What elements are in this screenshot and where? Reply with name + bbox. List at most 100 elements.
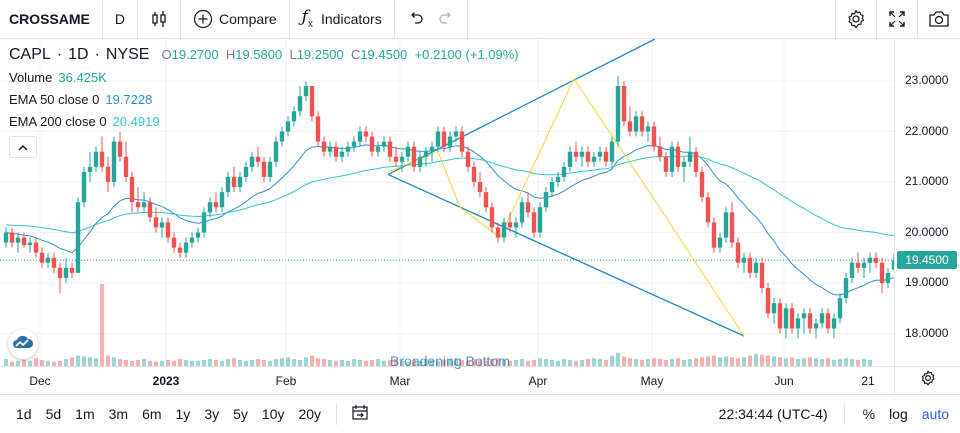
volume-bar	[502, 359, 506, 366]
volume-bar	[778, 357, 782, 366]
candle-body	[177, 247, 183, 253]
volume-bar	[364, 360, 368, 366]
volume-bar	[232, 358, 236, 366]
legend-collapse-button[interactable]	[9, 136, 37, 158]
volume-bar	[394, 359, 398, 366]
legend-volume-row[interactable]: Volume 36.425K	[9, 70, 519, 85]
volume-bar	[160, 360, 164, 366]
candle-body	[183, 242, 189, 253]
calendar-range-icon	[351, 404, 369, 425]
range-button-10y[interactable]: 10y	[261, 406, 285, 422]
camera-icon	[928, 9, 950, 29]
time-axis[interactable]: Dec 2023 Feb Mar Apr May Jun 21	[0, 366, 960, 394]
candle-body	[357, 131, 363, 142]
volume-bar	[76, 355, 80, 366]
legend-ema50-row[interactable]: EMA 50 close 0 19.7228	[9, 92, 519, 107]
candle-body	[63, 267, 69, 278]
volume-bar	[280, 358, 284, 366]
price-axis[interactable]: 23.0000 22.0000 21.0000 20.0000 19.0000 18.00…	[894, 39, 960, 366]
chart-pane[interactable]	[0, 39, 894, 366]
volume-bar	[382, 360, 386, 366]
volume-value: 36.425K	[58, 70, 107, 85]
volume-bar	[640, 359, 644, 366]
volume-bar	[856, 359, 860, 366]
volume-bar	[592, 358, 596, 366]
candle-body	[507, 222, 513, 228]
symbol-search[interactable]: CROSSAME	[0, 0, 103, 38]
candle-body	[111, 141, 117, 182]
chart-legend: CAPL · 1D · NYSE O19.2700 H19.5800 L19.2…	[9, 46, 519, 158]
range-button-5y[interactable]: 5y	[233, 406, 248, 422]
candles-icon	[150, 10, 168, 28]
axis-settings-button[interactable]	[894, 367, 960, 394]
range-button-3y[interactable]: 3y	[204, 406, 220, 422]
candle-body	[807, 313, 813, 329]
candle-body	[159, 222, 165, 228]
date-range-button[interactable]	[345, 404, 375, 425]
log-toggle[interactable]: log	[889, 406, 908, 422]
candle-body	[435, 131, 441, 147]
volume-bar	[790, 357, 794, 366]
volume-bar	[838, 359, 842, 366]
range-button-1m[interactable]: 1m	[75, 406, 95, 422]
undo-button[interactable]	[395, 0, 431, 38]
candle-body	[495, 227, 501, 238]
clock-timezone[interactable]: 22:34:44 (UTC-4)	[703, 403, 845, 425]
volume-bar	[214, 359, 218, 366]
legend-high-key: H	[225, 47, 236, 62]
volume-bar	[628, 358, 632, 366]
price-tick-label: 18.0000	[905, 325, 949, 340]
candle-body	[819, 313, 825, 324]
compare-button[interactable]: Compare	[181, 0, 290, 38]
legend-symbol[interactable]: CAPL	[9, 46, 51, 63]
volume-bar	[826, 358, 830, 366]
indicators-button[interactable]: ƒx Indicators	[290, 0, 395, 38]
candle-body	[531, 212, 537, 233]
volume-bar	[538, 358, 542, 366]
candle-body	[753, 262, 759, 273]
volume-bar	[274, 359, 278, 366]
redo-button[interactable]	[431, 0, 468, 38]
candle-body	[417, 156, 423, 167]
auto-scale-toggle[interactable]: auto	[921, 406, 949, 422]
candle-body	[45, 257, 51, 263]
fullscreen-button[interactable]	[876, 0, 917, 38]
range-button-20y[interactable]: 20y	[298, 406, 322, 422]
range-button-6m[interactable]: 6m	[142, 406, 162, 422]
volume-bar	[430, 359, 434, 366]
volume-bar	[94, 358, 98, 366]
volume-bar	[118, 359, 122, 366]
candle-body	[879, 262, 885, 283]
candle-body	[21, 237, 27, 246]
volume-bar	[46, 360, 50, 366]
undo-icon	[407, 10, 425, 28]
screenshot-button[interactable]	[917, 0, 960, 38]
percent-toggle[interactable]: %	[862, 406, 876, 422]
range-button-1y[interactable]: 1y	[175, 406, 191, 422]
candle-body	[621, 86, 627, 122]
candle-body	[411, 146, 417, 167]
range-button-1d[interactable]: 1d	[16, 406, 32, 422]
candle-body	[375, 146, 381, 152]
candle-body	[291, 111, 297, 122]
candle-body	[483, 192, 489, 208]
legend-high-value: 19.5800	[235, 47, 283, 62]
legend-ema200-row[interactable]: EMA 200 close 0 20.4919	[9, 114, 519, 129]
volume-bar	[112, 357, 116, 366]
volume-bar	[712, 355, 716, 366]
pattern-label[interactable]: Broadening Bottom	[390, 353, 510, 369]
candle-body	[69, 267, 75, 273]
candle-body	[801, 313, 807, 319]
price-chart[interactable]	[0, 39, 894, 366]
range-button-5d[interactable]: 5d	[45, 406, 62, 422]
brand-logo[interactable]	[8, 329, 38, 359]
legend-low-value: 19.2500	[296, 47, 344, 62]
volume-bar	[64, 359, 68, 366]
cloud-chart-icon	[12, 334, 34, 355]
range-button-3m[interactable]: 3m	[108, 406, 129, 422]
chart-type-button[interactable]	[138, 0, 182, 38]
candle-body	[321, 141, 327, 152]
candle-body	[213, 202, 219, 208]
interval-button[interactable]: D	[103, 0, 139, 38]
settings-button[interactable]	[835, 0, 876, 38]
